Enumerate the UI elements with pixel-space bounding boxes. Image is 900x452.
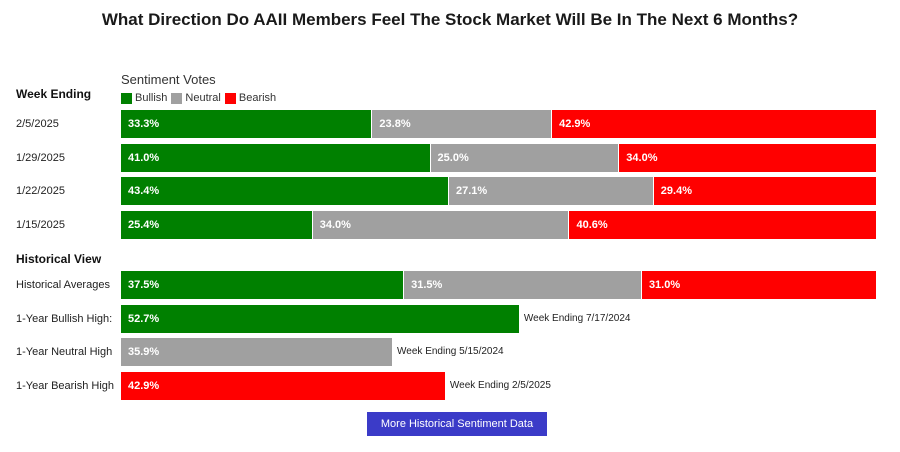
chart-title: What Direction Do AAII Members Feel The … — [101, 10, 799, 29]
bar-segment-bearish: 42.9% — [552, 110, 876, 138]
week-label: 1/29/2025 — [16, 152, 65, 164]
legend-swatch-bearish — [224, 92, 236, 104]
week-label: 2/5/2025 — [16, 118, 59, 130]
bar-segment-bearish: 29.4% — [653, 177, 876, 205]
one-year-high-label: 1-Year Neutral High — [16, 346, 113, 358]
one-year-high-date-note: Week Ending 7/17/2024 — [523, 313, 631, 324]
bar-segment-neutral: 27.1% — [448, 177, 654, 205]
historical-averages-label: Historical Averages — [16, 279, 110, 291]
bar-segment-bullish: 43.4% — [121, 177, 449, 205]
historical-averages-bar: 37.5% 31.5% 31.0% — [121, 271, 876, 299]
weekly-stacked-bar: 43.4% 27.1% 29.4% — [121, 177, 876, 205]
legend-swatch-neutral — [171, 92, 183, 104]
bar-segment-bullish: 25.4% — [121, 211, 313, 239]
weekly-stacked-bar: 41.0% 25.0% 34.0% — [121, 144, 876, 172]
legend-swatch-bullish — [121, 92, 132, 104]
legend-label-bullish: Bullish — [135, 92, 168, 104]
bar-segment-bullish: 37.5% — [121, 271, 405, 299]
bar-segment-bearish: 31.0% — [641, 271, 876, 299]
bar-segment-bearish: 40.6% — [569, 211, 876, 239]
bar-segment-neutral: 25.0% — [430, 144, 620, 172]
one-year-high-bar-bullish: 52.7% — [121, 305, 519, 333]
one-year-high-label: 1-Year Bearish High — [16, 380, 115, 392]
bar-segment-neutral: 34.0% — [312, 211, 570, 239]
one-year-high-date-note: Week Ending 2/5/2025 — [449, 380, 551, 391]
week-label: 1/15/2025 — [16, 219, 65, 231]
legend-item-neutral: Neutral — [171, 92, 221, 104]
bar-segment-neutral: 31.5% — [404, 271, 642, 299]
one-year-high-bar-bearish: 42.9% — [121, 372, 445, 400]
bar-segment-bullish: 41.0% — [121, 144, 431, 172]
legend-item-bearish: Bearish — [224, 92, 277, 104]
one-year-high-bar-neutral: 35.9% — [121, 338, 393, 366]
more-historical-data-button[interactable]: More Historical Sentiment Data — [367, 412, 547, 436]
historical-view-heading: Historical View — [16, 252, 102, 266]
week-label: 1/22/2025 — [16, 185, 65, 197]
weekly-stacked-bar: 25.4% 34.0% 40.6% — [121, 211, 876, 239]
legend-label-neutral: Neutral — [185, 92, 221, 104]
bar-segment-neutral: 23.8% — [372, 110, 553, 138]
sentiment-votes-label: Sentiment Votes — [121, 72, 216, 87]
legend-label-bearish: Bearish — [238, 92, 277, 104]
legend-item-bullish: Bullish — [121, 92, 167, 104]
one-year-high-label: 1-Year Bullish High: — [16, 313, 113, 325]
bar-segment-bullish: 33.3% — [121, 110, 373, 138]
weekly-stacked-bar: 33.3% 23.8% 42.9% — [121, 110, 876, 138]
one-year-high-date-note: Week Ending 5/15/2024 — [397, 346, 504, 357]
legend: Bullish Neutral Bearish — [121, 92, 280, 104]
week-ending-heading: Week Ending — [16, 87, 92, 101]
bar-segment-bearish: 34.0% — [619, 144, 876, 172]
